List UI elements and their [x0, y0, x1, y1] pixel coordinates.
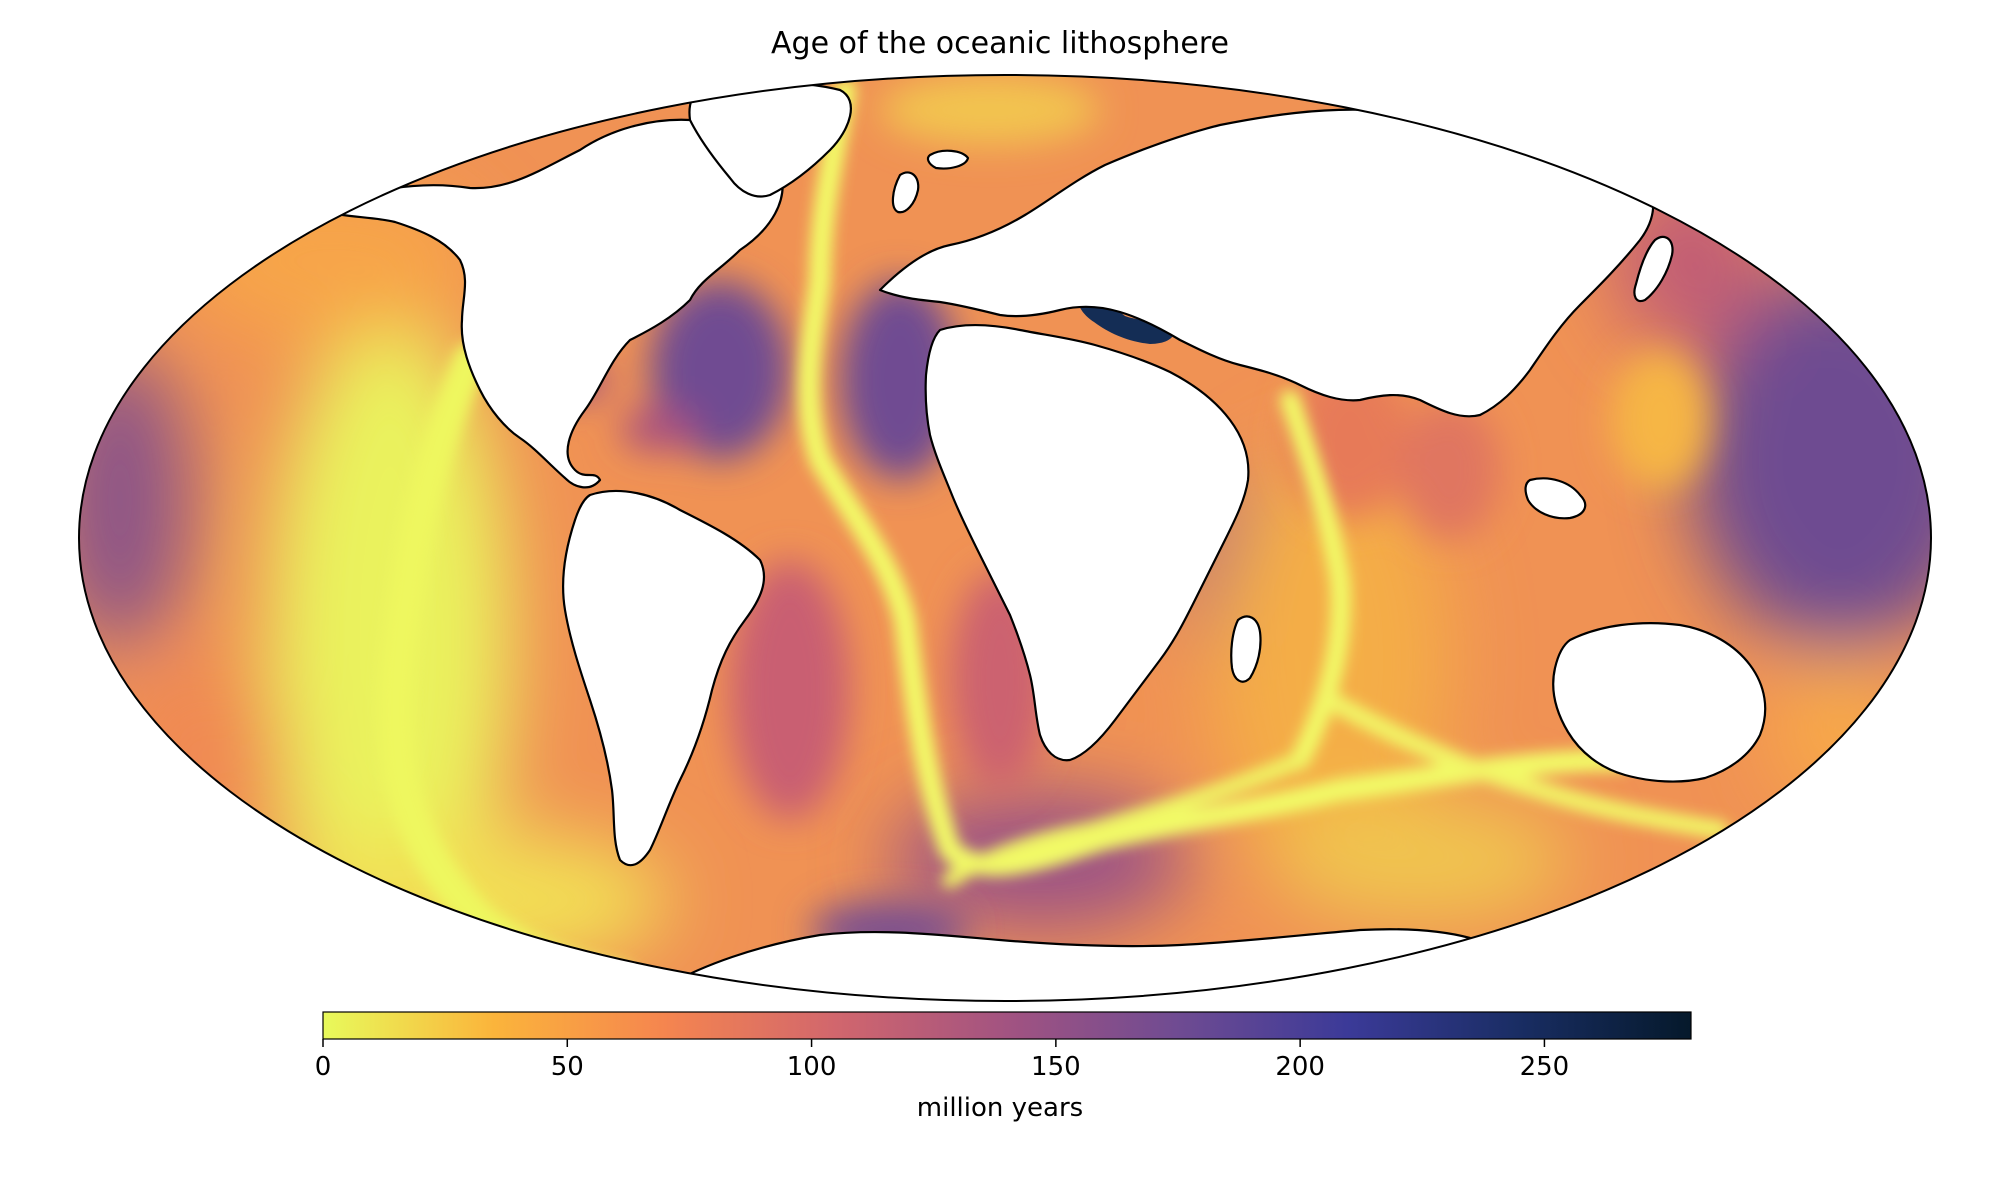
arctic-young — [880, 75, 1100, 145]
landmass-south-america — [561, 489, 765, 867]
colorbar-label: million years — [916, 1093, 1084, 1123]
colorbar-gradient — [322, 1011, 1692, 1040]
tasman-mid — [1770, 650, 1910, 810]
landmass-eurasia — [878, 108, 1655, 418]
landmass-greenland — [688, 81, 852, 198]
landmass-japan — [1633, 235, 1674, 303]
bay-of-bengal-mid — [1400, 400, 1500, 540]
mid-atlantic-ridge — [798, 79, 1631, 877]
south-atlantic-west — [730, 560, 850, 820]
map-frame — [78, 74, 1932, 1002]
philippine-sea-young — [1610, 350, 1710, 490]
colorbar-tick-label: 150 — [1031, 1052, 1081, 1082]
south-indian-young — [1270, 800, 1570, 920]
landmass-australia — [1552, 622, 1767, 783]
southeast-indian-ridge — [1321, 691, 1729, 839]
colorbar-ticks: 0 50 100 150 200 250 — [315, 1039, 1570, 1082]
pacific-old-west — [79, 350, 190, 650]
colorbar-tick-label: 50 — [551, 1052, 584, 1082]
southwest-indian-ridge — [942, 752, 1308, 888]
pacific-southwest — [110, 660, 290, 860]
landmass-indonesia — [1524, 477, 1587, 520]
colorbar-tick-label: 100 — [787, 1052, 837, 1082]
colorbar-tick-label: 200 — [1275, 1052, 1325, 1082]
colorbar-tick-label: 0 — [315, 1052, 332, 1082]
colorbar: 0 50 100 150 200 250 — [315, 1011, 1692, 1082]
colorbar-tick-label: 250 — [1520, 1052, 1570, 1082]
landmass-uk — [891, 171, 920, 214]
caribbean-old — [620, 408, 700, 452]
map-title: Age of the oceanic lithosphere — [771, 26, 1229, 61]
landmass-iceland — [926, 149, 970, 170]
landmass-north-america — [318, 118, 784, 489]
landmass-africa — [924, 324, 1250, 762]
landmass-madagascar — [1230, 615, 1262, 683]
